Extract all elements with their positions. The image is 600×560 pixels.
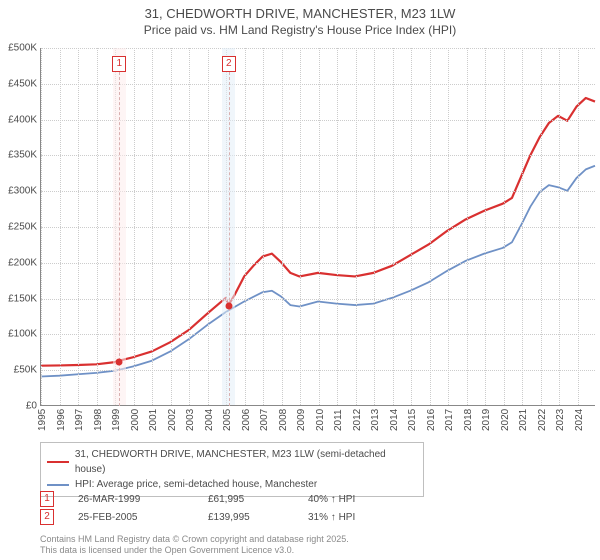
sale-marker-line xyxy=(119,72,120,406)
xtick-label: 2017 xyxy=(444,409,455,431)
ytick-label: £350K xyxy=(8,150,41,161)
gridline-x xyxy=(559,48,560,405)
xtick-label: 1999 xyxy=(111,409,122,431)
xtick-label: 2009 xyxy=(296,409,307,431)
ytick-label: £300K xyxy=(8,186,41,197)
xtick-label: 2018 xyxy=(463,409,474,431)
sale-price-2: £139,995 xyxy=(208,512,308,523)
xtick-label: 2002 xyxy=(167,409,178,431)
gridline-x xyxy=(411,48,412,405)
gridline-x xyxy=(208,48,209,405)
gridline-x xyxy=(189,48,190,405)
sale-dot xyxy=(116,358,123,365)
xtick-label: 2020 xyxy=(500,409,511,431)
xtick-label: 2004 xyxy=(204,409,215,431)
xtick-label: 2012 xyxy=(352,409,363,431)
xtick-label: 2024 xyxy=(574,409,585,431)
sale-dot xyxy=(225,302,232,309)
gridline-x xyxy=(504,48,505,405)
gridline-x xyxy=(300,48,301,405)
xtick-label: 2016 xyxy=(426,409,437,431)
gridline-x xyxy=(78,48,79,405)
gridline-x xyxy=(356,48,357,405)
gridline-x xyxy=(467,48,468,405)
gridline-x xyxy=(319,48,320,405)
gridline-x xyxy=(578,48,579,405)
legend-label-price-paid: 31, CHEDWORTH DRIVE, MANCHESTER, M23 1LW… xyxy=(75,447,417,477)
gridline-x xyxy=(97,48,98,405)
gridline-x xyxy=(448,48,449,405)
ytick-label: £250K xyxy=(8,222,41,233)
sale-date-1: 26-MAR-1999 xyxy=(78,494,208,505)
xtick-label: 1995 xyxy=(37,409,48,431)
ytick-label: £50K xyxy=(14,365,41,376)
xtick-label: 2022 xyxy=(537,409,548,431)
legend-swatch-price-paid xyxy=(47,461,69,463)
chart-container: 31, CHEDWORTH DRIVE, MANCHESTER, M23 1LW… xyxy=(0,0,600,560)
xtick-label: 2010 xyxy=(315,409,326,431)
xtick-label: 2015 xyxy=(407,409,418,431)
gridline-x xyxy=(541,48,542,405)
ytick-label: £100K xyxy=(8,329,41,340)
sale-marker-flag: 1 xyxy=(112,56,126,72)
gridline-x xyxy=(282,48,283,405)
gridline-x xyxy=(134,48,135,405)
xtick-label: 1997 xyxy=(74,409,85,431)
gridline-x xyxy=(393,48,394,405)
xtick-label: 2013 xyxy=(370,409,381,431)
sales-table: 1 26-MAR-1999 £61,995 40% ↑ HPI 2 25-FEB… xyxy=(40,490,408,526)
ytick-label: £500K xyxy=(8,43,41,54)
xtick-label: 1996 xyxy=(56,409,67,431)
sale-row-2: 2 25-FEB-2005 £139,995 31% ↑ HPI xyxy=(40,508,408,526)
gridline-x xyxy=(430,48,431,405)
sale-marker-line xyxy=(229,72,230,406)
sale-marker-flag: 2 xyxy=(222,56,236,72)
title-line2: Price paid vs. HM Land Registry's House … xyxy=(0,23,600,39)
xtick-label: 2023 xyxy=(555,409,566,431)
gridline-x xyxy=(263,48,264,405)
xtick-label: 2019 xyxy=(481,409,492,431)
xtick-label: 2001 xyxy=(148,409,159,431)
xtick-label: 2005 xyxy=(222,409,233,431)
sale-marker-1: 1 xyxy=(40,491,54,507)
footer-line2: This data is licensed under the Open Gov… xyxy=(40,545,349,556)
xtick-label: 2006 xyxy=(241,409,252,431)
gridline-x xyxy=(41,48,42,405)
legend-swatch-hpi xyxy=(47,484,69,486)
xtick-label: 2008 xyxy=(278,409,289,431)
sale-hpi-1: 40% ↑ HPI xyxy=(308,494,408,505)
gridline-x xyxy=(337,48,338,405)
chart-plot-area: £0£50K£100K£150K£200K£250K£300K£350K£400… xyxy=(40,48,595,406)
ytick-label: £150K xyxy=(8,293,41,304)
xtick-label: 2011 xyxy=(333,409,344,431)
xtick-label: 1998 xyxy=(93,409,104,431)
gridline-x xyxy=(171,48,172,405)
sale-price-1: £61,995 xyxy=(208,494,308,505)
footer-line1: Contains HM Land Registry data © Crown c… xyxy=(40,534,349,545)
ytick-label: £450K xyxy=(8,78,41,89)
gridline-x xyxy=(152,48,153,405)
sale-date-2: 25-FEB-2005 xyxy=(78,512,208,523)
sale-marker-2: 2 xyxy=(40,509,54,525)
xtick-label: 2007 xyxy=(259,409,270,431)
ytick-label: £200K xyxy=(8,257,41,268)
footer-attribution: Contains HM Land Registry data © Crown c… xyxy=(40,534,349,556)
legend-box: 31, CHEDWORTH DRIVE, MANCHESTER, M23 1LW… xyxy=(40,442,424,497)
xtick-label: 2021 xyxy=(518,409,529,431)
xtick-label: 2014 xyxy=(389,409,400,431)
title-block: 31, CHEDWORTH DRIVE, MANCHESTER, M23 1LW… xyxy=(0,0,600,38)
gridline-x xyxy=(522,48,523,405)
gridline-x xyxy=(485,48,486,405)
ytick-label: £400K xyxy=(8,114,41,125)
sale-row-1: 1 26-MAR-1999 £61,995 40% ↑ HPI xyxy=(40,490,408,508)
title-line1: 31, CHEDWORTH DRIVE, MANCHESTER, M23 1LW xyxy=(0,6,600,23)
gridline-x xyxy=(245,48,246,405)
xtick-label: 2000 xyxy=(130,409,141,431)
xtick-label: 2003 xyxy=(185,409,196,431)
legend-item-price-paid: 31, CHEDWORTH DRIVE, MANCHESTER, M23 1LW… xyxy=(47,447,417,477)
gridline-x xyxy=(60,48,61,405)
gridline-x xyxy=(374,48,375,405)
sale-hpi-2: 31% ↑ HPI xyxy=(308,512,408,523)
